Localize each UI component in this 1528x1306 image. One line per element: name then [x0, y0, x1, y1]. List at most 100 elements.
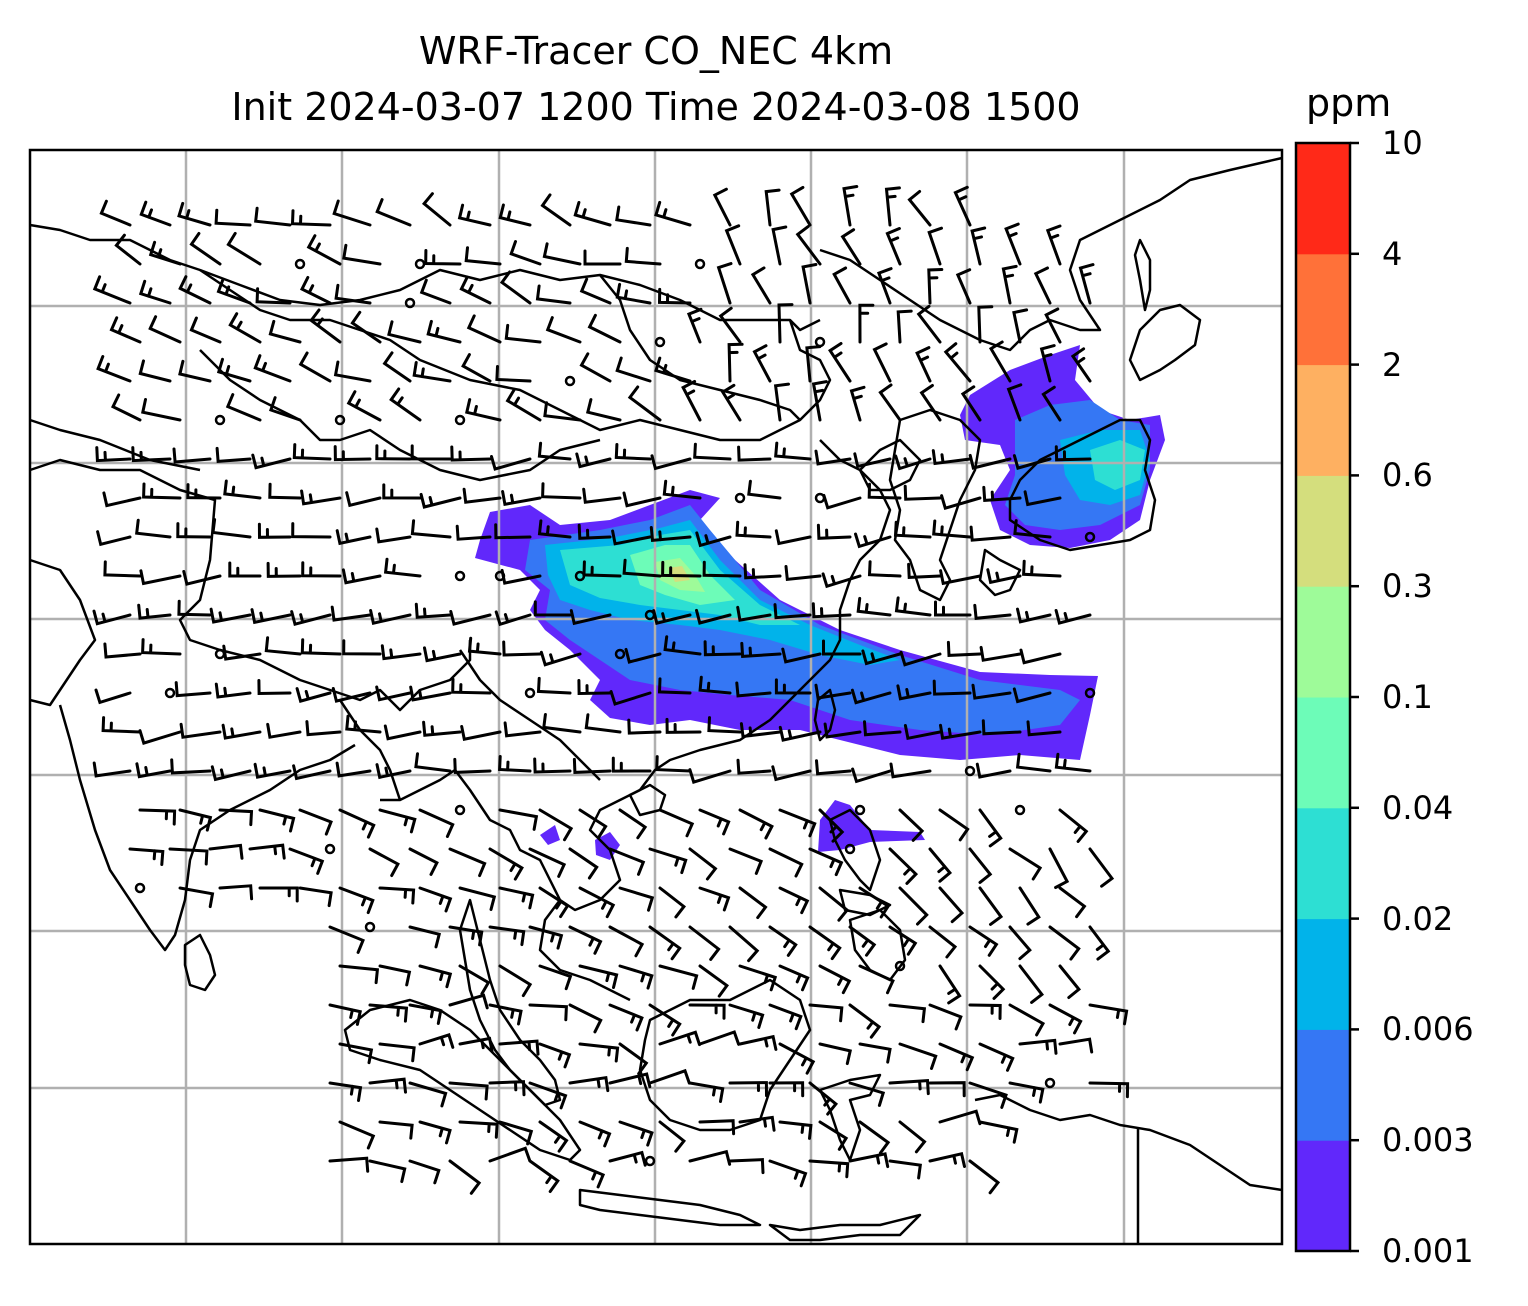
- wind-barb: [778, 1120, 813, 1140]
- wind-barb: [375, 763, 412, 780]
- wind-barb: [535, 284, 572, 305]
- wind-barb: [579, 352, 612, 383]
- wind-barb: [738, 808, 774, 840]
- wind-barb: [375, 527, 412, 544]
- wind-barb: [375, 198, 412, 227]
- wind-barb: [1033, 266, 1052, 305]
- wind-barb: [728, 1081, 768, 1098]
- colorbar-segment: [1296, 586, 1350, 698]
- map-title-line2: Init 2024-03-07 1200 Time 2024-03-08 150…: [231, 85, 1081, 129]
- wind-barb: [934, 600, 972, 617]
- wind-barb: [1048, 925, 1081, 961]
- wind-barb: [608, 925, 645, 958]
- wind-barb: [738, 1115, 776, 1132]
- wind-barb: [251, 453, 292, 470]
- wind-barb: [578, 1120, 612, 1148]
- wind-barb: [774, 529, 812, 546]
- wind-barb: [378, 1042, 416, 1063]
- wind-barb: [464, 246, 502, 266]
- wind-barb: [707, 716, 742, 734]
- wind-barb: [423, 646, 462, 663]
- wind-barb: [778, 964, 810, 992]
- wind-barb: [978, 808, 1003, 848]
- wind-barb: [330, 605, 372, 622]
- coastline-bohai: [858, 438, 922, 492]
- wind-barb: [618, 964, 654, 990]
- wind-barb: [258, 886, 299, 903]
- wind-barb: [131, 446, 172, 463]
- wind-barb-calm: [214, 414, 226, 426]
- wind-barb: [898, 886, 929, 926]
- wind-barb: [382, 483, 422, 500]
- wind-barb: [1039, 344, 1056, 383]
- wind-barb: [978, 964, 1006, 1000]
- wind-barb: [408, 925, 442, 949]
- coastline-java: [578, 1188, 762, 1227]
- wind-barb: [850, 688, 892, 705]
- wind-barb: [618, 1042, 649, 1076]
- wind-barb: [652, 609, 692, 626]
- wind-barb: [216, 357, 252, 383]
- wind-barb-calm: [644, 1155, 656, 1167]
- wind-barb: [968, 1003, 1002, 1020]
- colorbar-tick-label: 0.02: [1382, 899, 1454, 938]
- wind-barb: [226, 231, 262, 266]
- wind-barb: [545, 316, 582, 344]
- border-internal-1: [458, 649, 601, 781]
- wind-barb: [466, 314, 502, 344]
- wind-barb: [657, 677, 692, 695]
- wind-barb: [96, 530, 132, 547]
- wind-barb: [1004, 222, 1022, 266]
- wind-barb: [494, 610, 532, 627]
- wind-barb: [467, 636, 502, 656]
- wind-barb-calm: [1084, 531, 1096, 543]
- wind-barb: [461, 353, 492, 383]
- wind-barb: [854, 532, 892, 549]
- wind-barb-calm: [454, 414, 466, 426]
- wind-barb: [858, 1042, 892, 1064]
- wind-barb: [648, 925, 682, 961]
- wind-barb: [768, 1003, 803, 1031]
- wind-barb: [805, 345, 822, 383]
- wind-barb: [95, 446, 132, 463]
- wind-barb: [579, 277, 612, 305]
- wind-barb: [268, 482, 302, 500]
- wind-barb: [334, 283, 372, 305]
- wind-barb: [1018, 964, 1045, 1004]
- wind-barb: [1001, 264, 1018, 305]
- wind-barb: [738, 886, 768, 920]
- coastline-manchuria: [819, 156, 1283, 352]
- wind-barb: [973, 603, 1012, 620]
- wind-barb: [888, 847, 919, 885]
- wind-barb: [218, 884, 254, 901]
- wind-barb: [537, 441, 572, 461]
- wind-barb: [716, 262, 733, 305]
- wind-barb: [103, 642, 142, 659]
- wind-barb: [290, 209, 332, 227]
- wind-barb: [608, 847, 646, 876]
- wind-barb: [569, 609, 612, 626]
- wind-barb: [541, 482, 582, 500]
- wind-barb: [978, 1042, 1015, 1072]
- wind-barb: [533, 600, 572, 617]
- wind-barb: [410, 444, 452, 461]
- plume-ne-level-0.02: [1090, 440, 1145, 490]
- wind-barb: [499, 270, 532, 305]
- wind-barb: [789, 185, 812, 227]
- wind-barb: [189, 316, 222, 344]
- wind-barb: [695, 608, 732, 625]
- wind-barb: [209, 607, 252, 624]
- wind-barb: [884, 186, 901, 227]
- wind-barb: [955, 268, 972, 305]
- wind-barb: [299, 276, 332, 305]
- wind-barb: [290, 610, 332, 627]
- wind-barb: [221, 723, 262, 740]
- wind-barb: [611, 529, 652, 546]
- wind-barb: [421, 192, 452, 227]
- wind-barb: [346, 390, 382, 422]
- wind-barb: [412, 361, 452, 383]
- wind-barb: [528, 1003, 568, 1022]
- border-internal-2: [338, 699, 402, 801]
- map-plot-area: [28, 148, 1284, 1246]
- wind-barb: [915, 346, 932, 383]
